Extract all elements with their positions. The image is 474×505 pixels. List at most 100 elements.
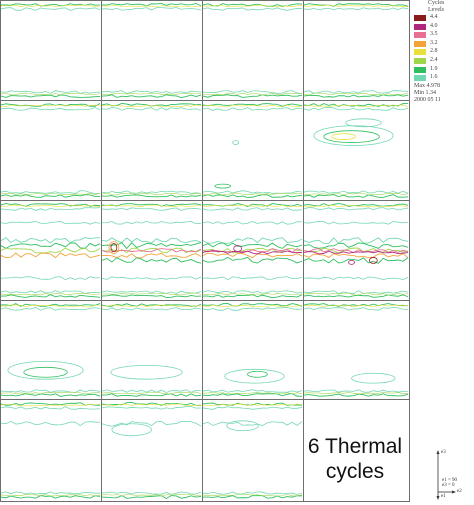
axis-note-2: e3 = 0 — [442, 483, 455, 488]
legend-level-value: 2.4 — [430, 56, 438, 63]
contour-line — [1, 192, 101, 196]
contour-line — [304, 204, 409, 208]
contour-line — [102, 220, 202, 225]
contour-line — [304, 303, 409, 307]
contour-line — [203, 203, 303, 207]
legend-level-value: 1.9 — [430, 65, 438, 72]
legend-level-7: 1.6 — [414, 74, 474, 83]
contour-line — [304, 207, 409, 211]
contour-line — [102, 292, 202, 296]
contour-line — [1, 389, 101, 393]
legend-level-4: 2.8 — [414, 48, 474, 57]
contour-line — [304, 94, 409, 98]
contour-grid — [0, 0, 410, 502]
contour-section-panel — [303, 300, 410, 400]
contour-plot — [203, 3, 303, 98]
contour-line — [304, 4, 409, 8]
contour-line — [304, 391, 409, 395]
contour-plot — [102, 303, 202, 397]
contour-line — [102, 420, 202, 427]
contour-line — [304, 242, 409, 249]
contour-line — [102, 307, 202, 311]
contour-line — [304, 190, 409, 194]
contour-section-panel — [101, 399, 203, 502]
contour-line — [1, 90, 101, 94]
contour-line — [102, 491, 202, 495]
contour-line — [1, 307, 101, 311]
contour-line — [1, 190, 101, 194]
contour-line — [203, 491, 303, 495]
contour-line — [304, 220, 409, 225]
contour-line — [203, 389, 303, 393]
contour-island — [323, 130, 380, 143]
contour-line — [1, 4, 101, 8]
axis-z-label: e3 — [441, 450, 446, 455]
legend-level-1: 4.0 — [414, 23, 474, 32]
contour-line — [1, 92, 101, 96]
axis-y-label: e1 — [441, 494, 446, 499]
contour-line — [203, 276, 303, 281]
contour-line — [102, 393, 202, 397]
contour-plot — [203, 203, 303, 298]
legend-level-value: 4.0 — [430, 22, 438, 29]
contour-line — [102, 94, 202, 98]
contour-line — [203, 406, 303, 410]
contour-island — [7, 360, 84, 380]
contour-island — [233, 245, 243, 252]
contour-line — [304, 292, 409, 296]
contour-line — [304, 90, 409, 94]
contour-line — [304, 237, 409, 244]
contour-line — [1, 391, 101, 395]
contour-line — [1, 252, 101, 259]
contour-legend: Cycles Levels 4.4 4.0 3.5 3.2 2.8 2.4 1.9 1.6 M… — [414, 0, 474, 104]
contour-section-panel — [101, 300, 203, 400]
contour-line — [1, 420, 101, 427]
contour-line — [203, 204, 303, 208]
legend-date: 2000 05 11 — [414, 96, 441, 103]
contour-line — [1, 406, 101, 410]
contour-line — [203, 304, 303, 308]
contour-line — [102, 3, 202, 7]
contour-line — [102, 495, 202, 500]
contour-plot — [102, 203, 202, 298]
contour-line — [1, 194, 101, 198]
legend-swatch — [414, 66, 426, 73]
contour-line — [102, 192, 202, 196]
legend-level-value: 1.6 — [430, 74, 438, 81]
contour-line — [102, 303, 202, 307]
contour-line — [203, 303, 303, 307]
contour-line — [1, 276, 101, 281]
contour-plot — [304, 3, 409, 98]
contour-section-panel — [303, 200, 410, 301]
contour-island — [214, 183, 232, 189]
contour-line — [102, 304, 202, 308]
contour-line — [102, 203, 202, 207]
contour-plot — [1, 3, 101, 98]
contour-line — [102, 104, 202, 108]
legend-min: Min 1.34 — [414, 89, 437, 96]
contour-line — [1, 203, 101, 207]
legend-swatch — [414, 23, 426, 30]
contour-line — [304, 107, 409, 111]
contour-line — [203, 403, 303, 407]
contour-line — [304, 203, 409, 207]
contour-line — [304, 7, 409, 11]
legend-level-0: 4.4 — [414, 14, 474, 23]
contour-line — [203, 493, 303, 497]
contour-line — [304, 252, 409, 259]
contour-line — [1, 491, 101, 495]
legend-level-3: 3.2 — [414, 40, 474, 49]
contour-line — [304, 247, 409, 254]
contour-line — [1, 104, 101, 108]
contour-plot — [1, 203, 101, 298]
caption-panel — [303, 399, 410, 502]
contour-island — [247, 370, 268, 378]
contour-island — [226, 420, 259, 432]
contour-line — [203, 237, 303, 244]
contour-plot — [203, 103, 303, 198]
contour-section-panel — [303, 100, 410, 201]
legend-title: Cycles — [428, 0, 445, 6]
contour-line — [203, 391, 303, 395]
contour-line — [102, 391, 202, 395]
caption-line-2: cycles — [325, 460, 385, 483]
